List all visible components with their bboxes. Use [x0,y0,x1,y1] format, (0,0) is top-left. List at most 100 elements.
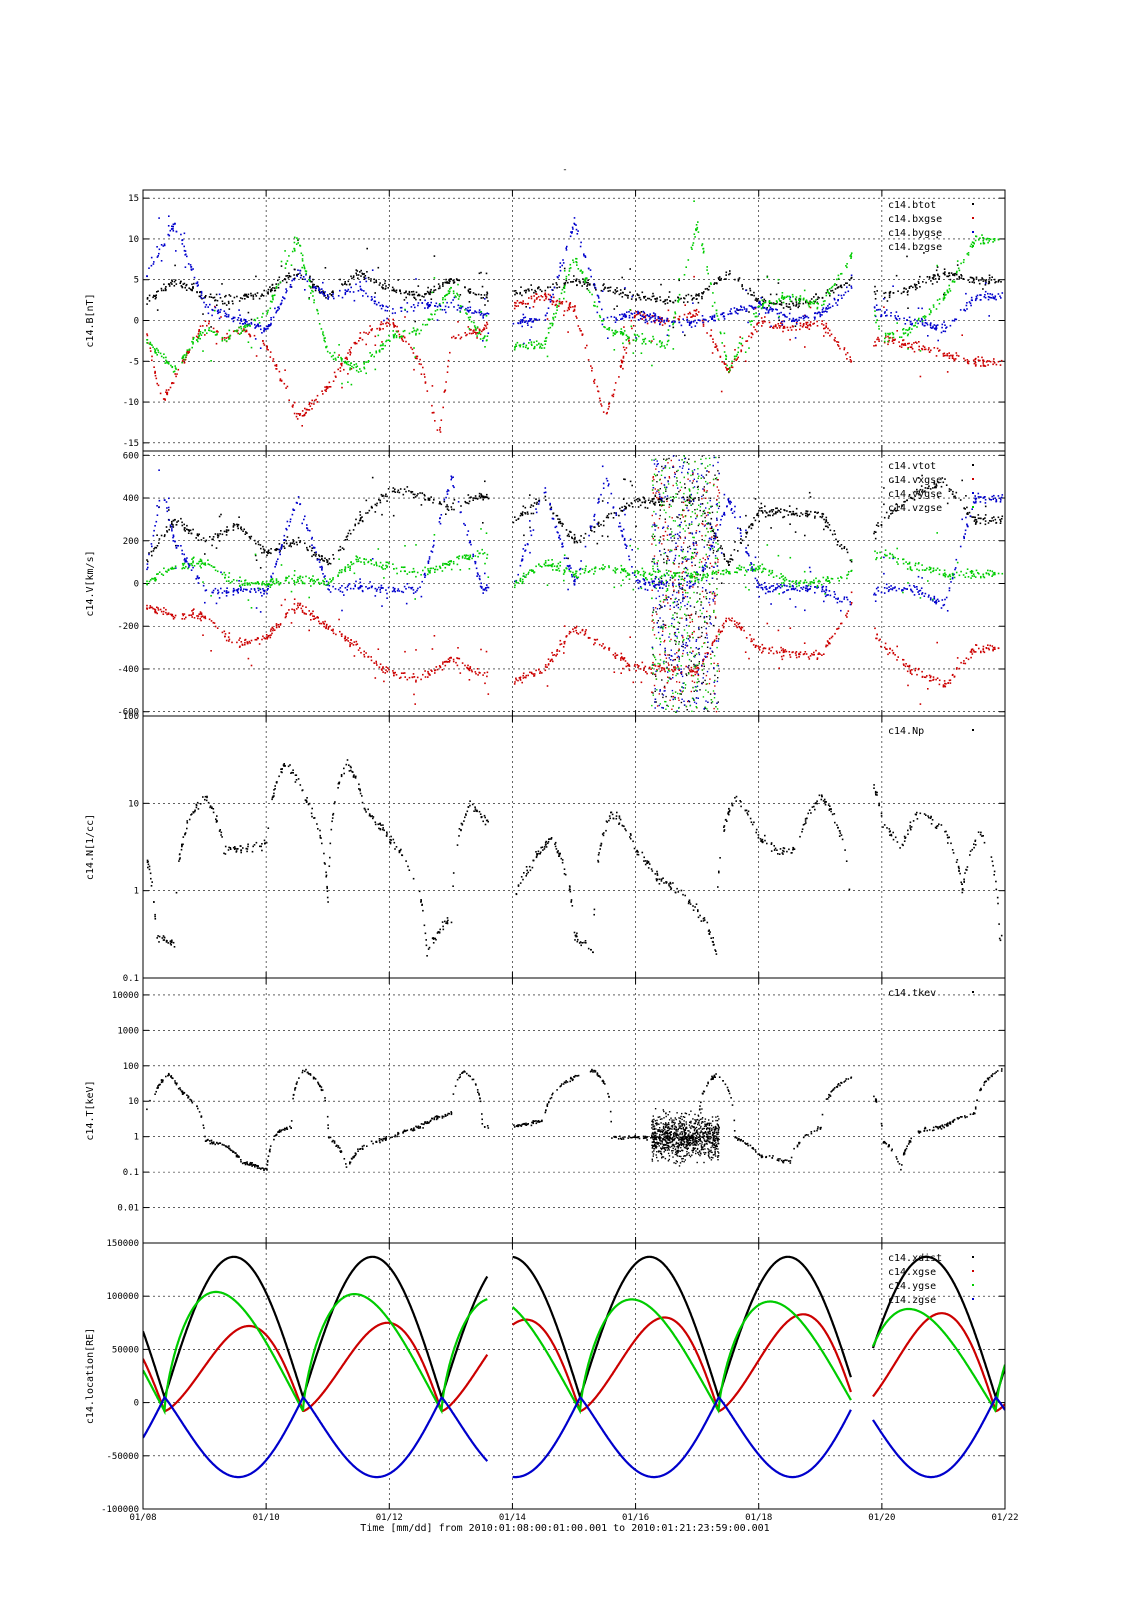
data-point [682,641,683,642]
data-point [820,314,822,316]
data-point [694,497,696,499]
data-point [710,283,712,285]
data-point [713,625,714,626]
data-point [349,369,351,371]
data-point [309,285,311,287]
data-point [808,304,810,306]
data-point [194,277,196,279]
data-point [191,614,193,616]
data-point [666,344,668,346]
data-point [175,368,177,370]
data-point [700,574,701,575]
data-point [670,579,671,580]
data-point [926,675,928,677]
data-point [148,552,150,554]
data-point [161,244,163,246]
data-point [566,301,568,303]
data-point [519,345,521,347]
data-point [712,644,714,646]
data-point [589,284,591,286]
data-point [934,324,936,326]
data-point [784,510,786,512]
data-point [486,322,488,324]
data-point [224,303,226,305]
data-point [530,284,532,286]
data-point [825,310,827,312]
data-point [333,558,335,560]
data-point [643,341,645,343]
data-point [576,285,578,287]
data-point [920,376,922,378]
data-point [679,586,680,587]
data-point [287,386,289,388]
data-point [413,352,415,354]
data-point [993,361,995,363]
data-point [642,318,644,320]
data-point [154,372,156,374]
data-point [417,356,419,358]
data-point [717,537,718,538]
data-point [355,519,357,521]
data-point [823,307,825,309]
data-point [611,316,613,318]
data-point [594,285,596,287]
data-point [260,347,262,349]
data-point [992,297,994,299]
data-point [551,297,553,299]
data-point [437,309,439,311]
data-point [655,691,656,692]
data-point [881,524,883,526]
data-point [826,292,828,294]
data-point [776,327,778,329]
data-point [583,253,585,255]
data-point [914,285,916,287]
data-point [974,520,976,522]
data-point [486,340,488,342]
data-point [539,299,541,301]
data-point [260,325,262,327]
data-point [614,512,616,514]
data-point [718,277,720,279]
data-point [936,308,938,310]
data-point [404,316,406,318]
data-point [208,329,210,331]
data-point [332,296,334,298]
data-point [734,541,736,543]
data-point [393,335,395,337]
data-point [921,348,923,350]
data-point [300,413,302,415]
data-point [270,319,272,321]
data-point [536,502,538,504]
data-point [559,303,561,305]
data-point [636,338,638,340]
data-point [739,528,741,530]
data-point [599,301,601,303]
data-point [985,291,987,293]
data-point [424,670,426,672]
data-point [654,321,656,323]
data-point [896,322,898,324]
data-point [822,513,824,515]
data-point [240,326,242,328]
data-point [744,308,746,310]
data-point [731,362,733,364]
data-point [833,292,835,294]
data-point [545,499,547,501]
data-point [213,328,215,330]
data-point [150,350,152,352]
data-point [800,325,802,327]
data-point [545,293,547,295]
data-point [725,274,727,276]
data-point [296,237,298,239]
data-point [621,328,623,330]
data-point [930,322,932,324]
data-point [278,306,280,308]
data-point [753,313,755,315]
data-point [628,337,630,339]
data-point [246,641,248,643]
data-point [915,322,917,324]
data-point [427,287,429,289]
data-point [560,523,562,525]
data-point [365,344,367,346]
data-point [633,352,635,354]
